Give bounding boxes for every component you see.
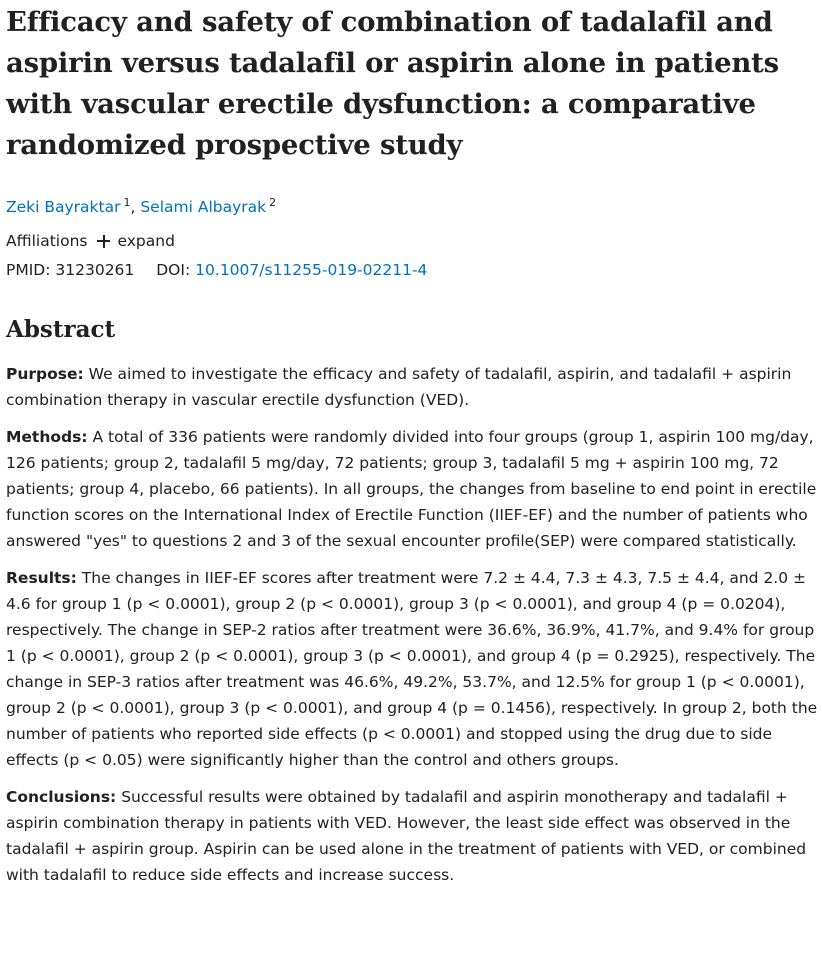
affiliation-marker[interactable]: 1 xyxy=(123,196,131,209)
section-text-methods: A total of 336 patients were randomly di… xyxy=(6,428,817,550)
doi-link[interactable]: 10.1007/s11255-019-02211-4 xyxy=(195,261,428,279)
affiliation-marker[interactable]: 2 xyxy=(269,196,277,209)
abstract-purpose: Purpose: We aimed to investigate the eff… xyxy=(6,361,818,413)
abstract-results: Results: The changes in IIEF-EF scores a… xyxy=(6,565,818,773)
author-link-zeki-bayraktar[interactable]: Zeki Bayraktar xyxy=(6,198,121,216)
section-text-results: The changes in IIEF-EF scores after trea… xyxy=(6,569,818,769)
section-text-purpose: We aimed to investigate the efficacy and… xyxy=(6,365,792,409)
identifiers-row: PMID: 31230261 DOI: 10.1007/s11255-019-02… xyxy=(6,260,818,280)
pmid-label: PMID: xyxy=(6,261,51,279)
section-label-purpose: Purpose: xyxy=(6,365,84,383)
pmid-value: 31230261 xyxy=(55,261,135,279)
author-separator: , xyxy=(130,198,136,216)
abstract-methods: Methods: A total of 336 patients were ra… xyxy=(6,424,818,554)
article-title: Efficacy and safety of combination of ta… xyxy=(6,6,779,161)
affiliations-row: Affiliations expand xyxy=(6,231,818,251)
abstract-heading: Abstract xyxy=(6,316,116,343)
section-label-methods: Methods: xyxy=(6,428,88,446)
expand-affiliations-button[interactable]: expand xyxy=(97,231,175,251)
article-page: Efficacy and safety of combination of ta… xyxy=(6,0,818,888)
authors-list: Zeki Bayraktar 1, Selami Albayrak 2 xyxy=(6,193,818,216)
expand-label: expand xyxy=(117,232,175,250)
affiliations-label: Affiliations xyxy=(6,232,88,250)
section-label-conclusions: Conclusions: xyxy=(6,788,117,806)
section-label-results: Results: xyxy=(6,569,77,587)
doi-label: DOI: xyxy=(156,261,191,279)
section-text-conclusions: Successful results were obtained by tada… xyxy=(6,788,807,884)
abstract-conclusions: Conclusions: Successful results were obt… xyxy=(6,784,818,888)
author-link-selami-albayrak[interactable]: Selami Albayrak xyxy=(140,198,267,216)
plus-icon xyxy=(97,234,111,248)
